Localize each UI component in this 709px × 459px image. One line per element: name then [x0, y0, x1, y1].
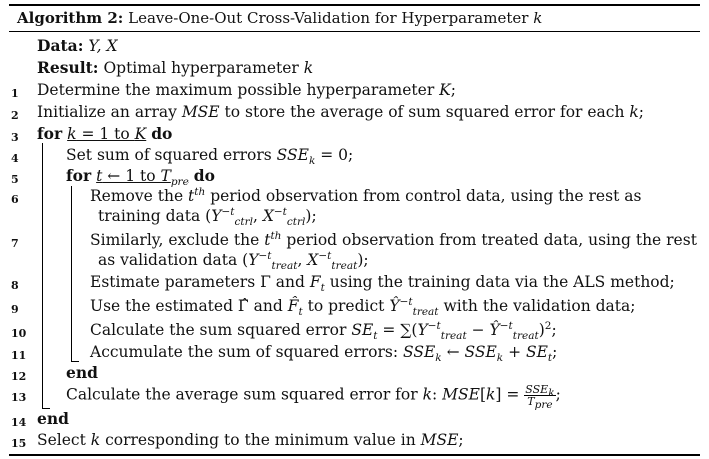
line-number: 3 [11, 131, 19, 144]
algorithm-caption: Algorithm 2: Leave-One-Out Cross-Validat… [17, 9, 542, 27]
caption-rule [9, 31, 700, 32]
result-label: Result: [37, 58, 99, 77]
line-text: Select k corresponding to the minimum va… [37, 431, 464, 449]
end-keyword: end [66, 363, 98, 382]
line-text: end [66, 363, 98, 383]
bottom-rule [9, 454, 700, 456]
line-number: 11 [11, 349, 27, 362]
for-keyword: for [66, 166, 92, 185]
line-number: 8 [11, 279, 19, 292]
line-number: 2 [11, 109, 19, 122]
line-text: Calculate the average sum squared error … [66, 383, 561, 412]
line-text: Calculate the sum squared error SEt = ∑(… [90, 319, 557, 343]
inner-loop-bar-foot [71, 361, 79, 362]
line-number: 5 [11, 173, 19, 186]
caption-title: Leave-One-Out Cross-Validation for Hyper… [128, 9, 543, 27]
line-text: end [37, 409, 69, 429]
end-keyword: end [37, 409, 69, 428]
for-keyword: for [37, 124, 63, 143]
do-keyword: do [151, 124, 173, 143]
outer-loop-bar-foot [42, 408, 50, 409]
line-number: 13 [11, 391, 27, 404]
line-number: 6 [11, 193, 19, 206]
line-number: 10 [11, 327, 27, 340]
line-number: 12 [11, 370, 27, 383]
data-value: Y, X [88, 37, 118, 55]
line-number: 9 [11, 303, 19, 316]
line-text: for k = 1 to K do [37, 124, 173, 143]
line-number: 14 [11, 416, 27, 429]
outer-loop-bar [42, 143, 43, 409]
line-text-continued: training data (Y−tctrl, X−tctrl); [98, 205, 317, 229]
line-text: Remove the tth period observation from c… [90, 185, 642, 205]
algorithm-box: Algorithm 2: Leave-One-Out Cross-Validat… [9, 4, 700, 456]
line-text: for t ← 1 to Tpre do [66, 166, 215, 189]
line-text: Determine the maximum possible hyperpara… [37, 81, 456, 99]
data-label: Data: [37, 36, 84, 55]
caption-label: Algorithm 2: [17, 9, 124, 27]
line-text: Accumulate the sum of squared errors: SS… [90, 343, 558, 365]
line-text: Use the estimated Γ̂ and F̂t to predict … [90, 295, 636, 319]
line-number: 1 [11, 87, 19, 100]
line-text: Estimate parameters Γ and Ft using the t… [90, 273, 675, 295]
line-text-continued: as validation data (Y−ttreat, X−ttreat); [98, 249, 369, 273]
line-number: 4 [11, 152, 19, 165]
line-number: 15 [11, 437, 27, 450]
line-text: Initialize an array MSE to store the ave… [37, 103, 645, 121]
result-value: Optimal hyperparameter k [103, 59, 314, 77]
inner-loop-bar [71, 186, 72, 362]
line-text: Set sum of squared errors SSEk = 0; [66, 146, 354, 168]
do-keyword: do [193, 166, 215, 185]
top-rule [9, 4, 700, 6]
line-number: 7 [11, 237, 19, 250]
line-text: Similarly, exclude the tth period observ… [90, 229, 697, 249]
mse-fraction: SSEk Tpre [524, 383, 556, 412]
